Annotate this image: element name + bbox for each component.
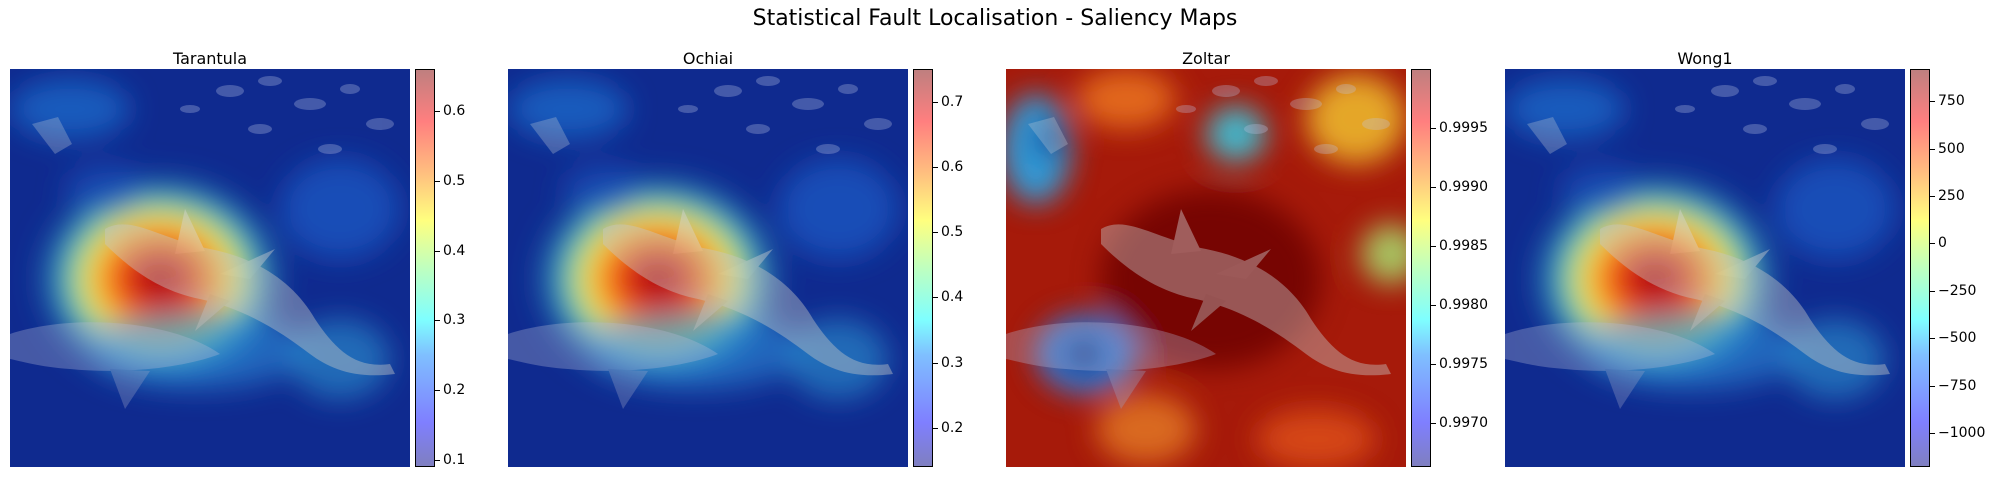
tick-mark <box>933 297 938 299</box>
tick-label: 0.3 <box>443 312 466 329</box>
tick-mark <box>1431 364 1436 366</box>
saliency-panel-wong1: Wong1 −1000 −750 −500 −250 0 250 500 750 <box>1505 49 1985 469</box>
tick-label: −750 <box>1938 377 1977 394</box>
colorbar <box>415 69 435 467</box>
heatmap-svg <box>1006 69 1406 467</box>
saliency-heatmap <box>10 69 410 467</box>
tick-label: 0.4 <box>443 242 466 259</box>
panel-title: Ochiai <box>682 49 734 68</box>
saliency-heatmap <box>1006 69 1406 467</box>
colorbar <box>913 69 933 467</box>
tick-label: 0.6 <box>443 102 466 119</box>
whale-shark-silhouette <box>1505 322 1715 409</box>
tick-mark <box>1431 305 1436 307</box>
tick-label: 0.1 <box>443 452 466 469</box>
panel-title: Zoltar <box>1182 49 1230 68</box>
colorbar-axis: 0.1 0.2 0.3 0.4 0.5 0.6 <box>435 69 495 469</box>
tick-mark <box>1431 246 1436 248</box>
tick-mark <box>933 427 938 429</box>
shark-silhouette <box>1101 209 1391 376</box>
tick-mark <box>1930 243 1935 245</box>
colorbar <box>1411 69 1431 467</box>
shark-silhouette <box>105 209 395 376</box>
tick-mark <box>1930 195 1935 197</box>
tick-label: 0.9985 <box>1439 238 1488 255</box>
tick-label: 0.9995 <box>1439 120 1488 137</box>
tick-mark <box>933 362 938 364</box>
tick-label: 0.4 <box>941 289 964 306</box>
tick-label: 0.2 <box>941 419 964 436</box>
heatmap-svg <box>10 69 410 467</box>
colorbar-axis: 0.2 0.3 0.4 0.5 0.6 0.7 <box>933 69 993 467</box>
tick-mark <box>1930 101 1935 103</box>
tick-mark <box>435 250 440 252</box>
tick-label: 0.3 <box>941 354 964 371</box>
figure-title: Statistical Fault Localisation - Salienc… <box>752 6 1238 31</box>
tick-label: 0.5 <box>443 172 466 189</box>
whale-shark-silhouette <box>1006 322 1216 409</box>
tick-label: 500 <box>1938 140 1965 157</box>
panel-title: Tarantula <box>172 49 248 68</box>
saliency-heatmap <box>508 69 908 467</box>
saliency-panel-tarantula: Tarantula 0.1 0.2 0.3 0.4 0.5 0.6 <box>10 49 470 469</box>
tick-mark <box>933 166 938 168</box>
colorbar <box>1910 69 1930 467</box>
tick-mark <box>435 320 440 322</box>
tick-label: 0.9990 <box>1439 179 1488 196</box>
shark-silhouette <box>1600 209 1890 376</box>
tick-mark <box>435 110 440 112</box>
colorbar-axis: −1000 −750 −500 −250 0 250 500 750 <box>1930 69 1990 467</box>
whale-shark-silhouette <box>10 322 220 409</box>
tick-label: 0.9980 <box>1439 297 1488 314</box>
tick-label: −500 <box>1938 330 1977 347</box>
tick-mark <box>435 390 440 392</box>
tick-label: 250 <box>1938 187 1965 204</box>
heatmap-svg <box>1505 69 1905 467</box>
tick-label: 0.2 <box>443 382 466 399</box>
tick-mark <box>1930 385 1935 387</box>
tick-mark <box>1930 432 1935 434</box>
background-fish <box>1028 76 1390 154</box>
heatmap-svg <box>508 69 908 467</box>
tick-mark <box>435 460 440 462</box>
tick-label: 0.7 <box>941 93 964 110</box>
colorbar-axis: 0.9970 0.9975 0.9980 0.9985 0.9990 0.9995 <box>1431 69 1491 467</box>
tick-mark <box>933 101 938 103</box>
tick-label: 0.9975 <box>1439 356 1488 373</box>
tick-label: 750 <box>1938 93 1965 110</box>
tick-label: 0.6 <box>941 158 964 175</box>
tick-label: 0.5 <box>941 224 964 241</box>
tick-label: 0 <box>1938 235 1947 252</box>
background-fish <box>1527 76 1889 154</box>
tick-label: 0.9970 <box>1439 415 1488 432</box>
saliency-heatmap <box>1505 69 1905 467</box>
saliency-panel-ochiai: Ochiai 0.2 0.3 0.4 0.5 0.6 0.7 <box>508 49 968 469</box>
tick-mark <box>1431 187 1436 189</box>
whale-shark-silhouette <box>508 322 718 409</box>
tick-mark <box>1930 338 1935 340</box>
tick-mark <box>1431 423 1436 425</box>
tick-mark <box>933 232 938 234</box>
panel-title: Wong1 <box>1677 49 1733 68</box>
tick-mark <box>1431 128 1436 130</box>
saliency-panel-zoltar: Zoltar 0.9970 0.9975 0.9980 0.9985 0.9990 0.9… <box>1006 49 1488 469</box>
background-fish <box>530 76 892 154</box>
tick-mark <box>1930 290 1935 292</box>
tick-label: −250 <box>1938 282 1977 299</box>
tick-mark <box>435 180 440 182</box>
tick-label: −1000 <box>1938 424 1986 441</box>
tick-mark <box>1930 148 1935 150</box>
shark-silhouette <box>603 209 893 376</box>
background-fish <box>32 76 394 154</box>
